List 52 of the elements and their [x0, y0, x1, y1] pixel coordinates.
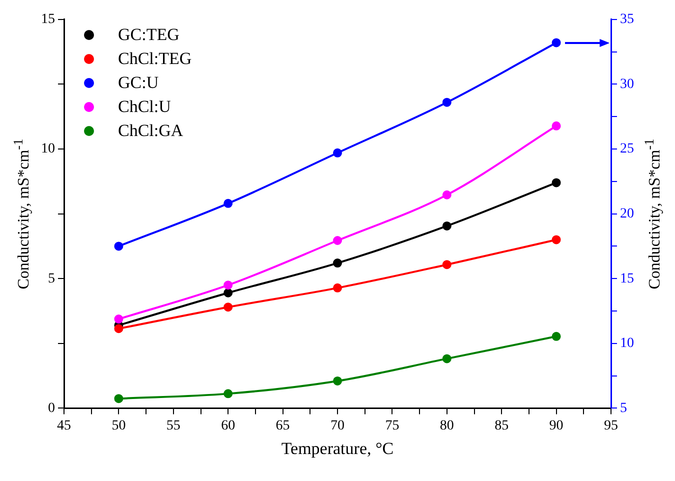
y2-tick-label: 5 — [620, 400, 627, 416]
point — [114, 394, 124, 404]
x-tick-label: 80 — [440, 418, 454, 434]
point — [333, 236, 342, 245]
y2-tick-label: 25 — [620, 142, 634, 157]
legend-label: GC:U — [118, 72, 159, 94]
point — [552, 332, 561, 341]
point — [442, 221, 452, 230]
y2-tick-label: 35 — [620, 12, 634, 28]
legend-label: ChCl:U — [118, 96, 171, 118]
point — [333, 283, 342, 292]
y2-tick-label: 20 — [620, 206, 634, 222]
x-tick-label: 50 — [112, 418, 126, 434]
point — [442, 98, 452, 107]
legend-label: GC:TEG — [118, 24, 180, 46]
point — [114, 324, 124, 334]
point — [333, 258, 342, 268]
point — [552, 178, 561, 188]
point — [552, 121, 561, 130]
x-tick-label: 60 — [221, 418, 236, 434]
y2-tick-label: 30 — [620, 76, 634, 92]
point — [442, 190, 452, 200]
point — [114, 314, 124, 324]
y-tick-label: 5 — [48, 271, 55, 286]
y2-tick-label: 10 — [620, 336, 634, 352]
x-axis-title: Temperature, °C — [280, 439, 395, 459]
point — [224, 280, 233, 290]
y-tick-label: 0 — [48, 400, 55, 416]
point — [333, 148, 342, 158]
point — [224, 288, 233, 298]
point — [552, 38, 561, 48]
point — [224, 389, 233, 398]
x-tick-label: 65 — [276, 418, 290, 434]
y2-tick-label: 15 — [620, 271, 634, 286]
point — [114, 242, 124, 251]
y-tick-label: 10 — [41, 142, 55, 157]
x-tick-label: 70 — [330, 418, 344, 434]
x-tick-label: 95 — [604, 418, 618, 434]
x-tick-label: 45 — [57, 418, 71, 434]
x-tick-label: 90 — [549, 418, 564, 434]
point — [224, 302, 233, 312]
point — [333, 376, 342, 386]
legend-label: ChCl:GA — [118, 120, 184, 142]
point — [552, 235, 561, 244]
point — [442, 354, 452, 364]
y-tick-label: 15 — [41, 12, 55, 28]
point — [224, 198, 233, 208]
x-tick-label: 75 — [385, 418, 400, 434]
x-tick-label: 85 — [494, 418, 509, 434]
legend-label: ChCl:TEG — [118, 48, 192, 70]
point — [442, 260, 452, 270]
x-tick-label: 55 — [166, 418, 180, 434]
